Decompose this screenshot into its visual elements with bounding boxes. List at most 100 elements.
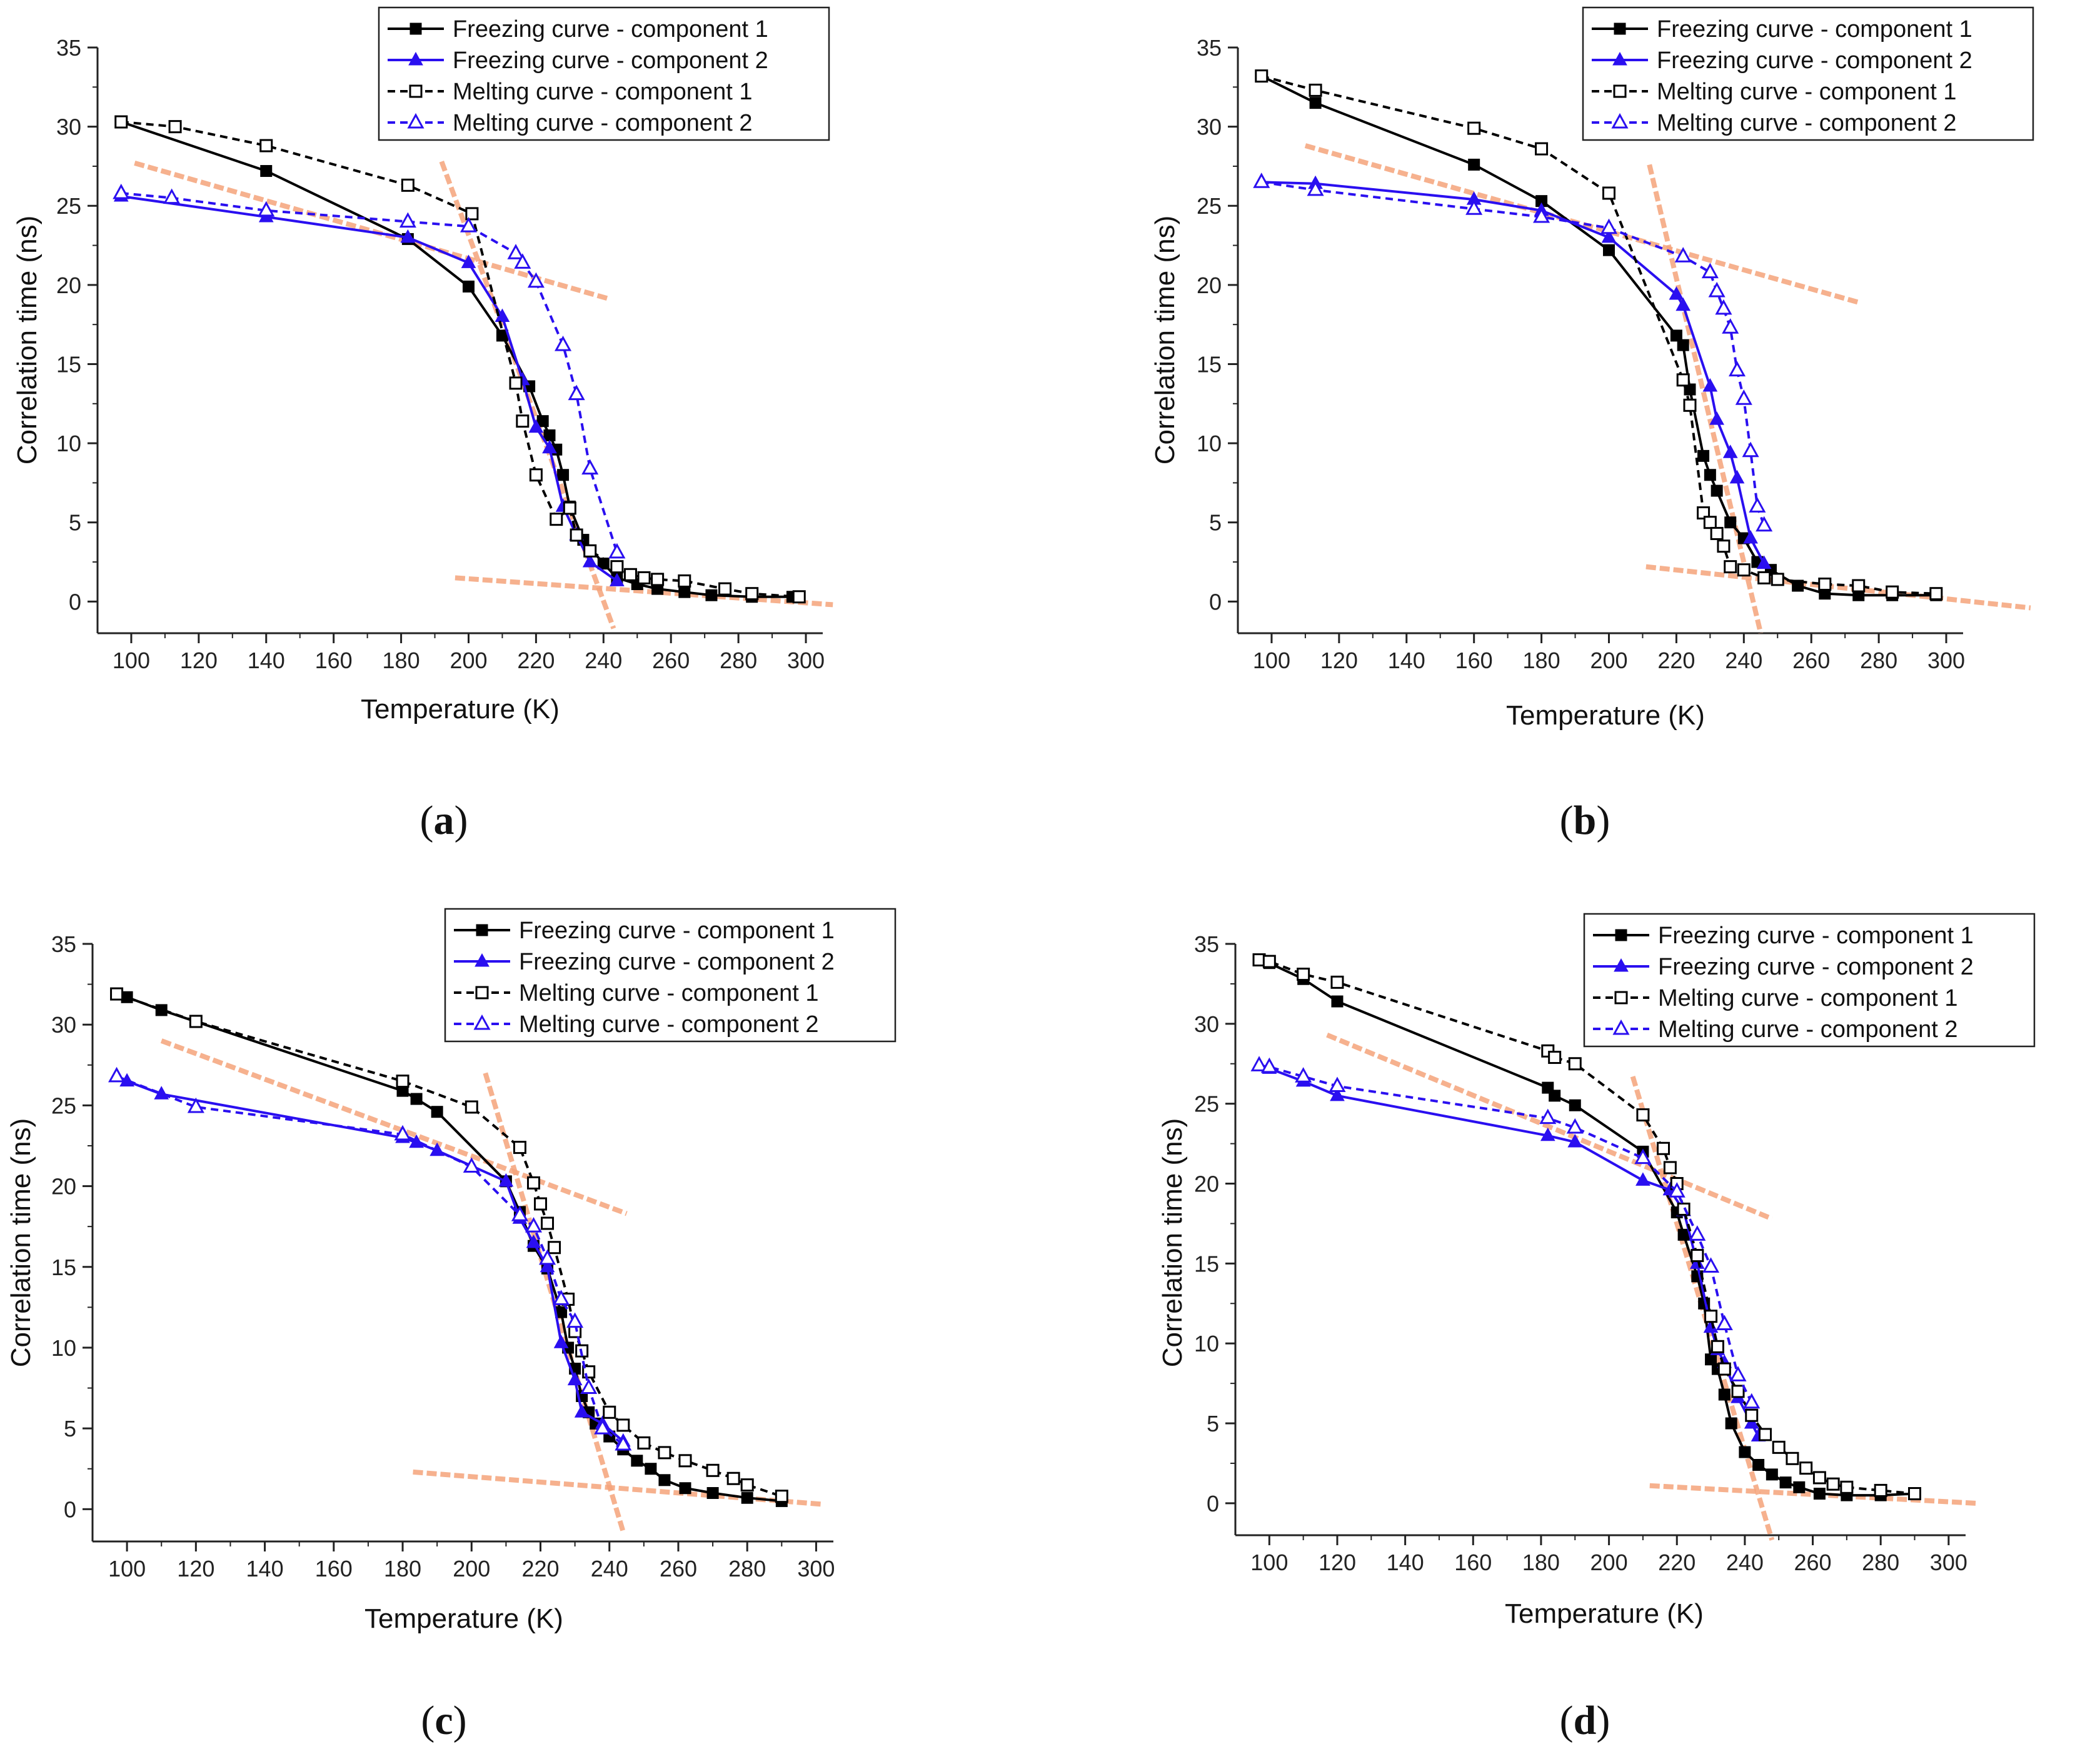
legend-entry: Freezing curve - component 1 (519, 918, 835, 944)
data-point (1799, 1461, 1813, 1475)
fit-lines-a (134, 160, 833, 629)
data-point (582, 554, 598, 568)
legend-marker (475, 953, 490, 967)
data-point (740, 1478, 754, 1492)
data-point (1735, 389, 1752, 405)
x-tick-label: 300 (787, 648, 825, 673)
data-point (465, 207, 479, 221)
data-point (608, 543, 626, 559)
y-tick-label: 30 (51, 1012, 76, 1038)
y-tick-label: 5 (1207, 1411, 1219, 1436)
data-point (583, 544, 597, 558)
panel-label-c: (c) (421, 1698, 466, 1743)
data-point (400, 229, 416, 243)
axes-c: 0 5 10 15 20 25 30 35 100 120 140 160 180 200 220 240 26… (51, 931, 835, 1581)
data-point (1669, 286, 1684, 300)
data-point (1749, 497, 1766, 513)
legend-a: Freezing curve - component 1 Freezing cur… (378, 6, 830, 141)
legend-entry: Melting curve - component 1 (1658, 985, 1957, 1011)
x-tick-label: 140 (246, 1556, 284, 1581)
y-tick-label: 35 (56, 35, 81, 61)
series-f2 (109, 1068, 631, 1447)
data-point (1715, 299, 1732, 315)
series-line (121, 195, 618, 583)
y-tick-label: 25 (51, 1093, 76, 1118)
x-tick-label: 100 (113, 648, 150, 673)
x-tick-label: 100 (1250, 1550, 1288, 1575)
data-point (1260, 1057, 1278, 1073)
data-point (189, 1015, 203, 1028)
data-point (462, 280, 475, 293)
series-line (121, 192, 618, 553)
x-tick-label: 280 (720, 648, 757, 673)
data-point (1262, 955, 1276, 968)
y-tick-label: 0 (1207, 1491, 1219, 1516)
series-m1 (1255, 69, 1943, 601)
data-point (460, 217, 478, 233)
x-tick-label: 220 (521, 1556, 559, 1581)
data-point (1779, 1476, 1792, 1489)
x-tick-label: 300 (1930, 1550, 1967, 1575)
data-point (509, 376, 523, 390)
legend-entry: Freezing curve - component 1 (453, 16, 768, 43)
data-point (1717, 539, 1731, 553)
x-tick-label: 200 (453, 1556, 490, 1581)
y-tick-label: 0 (1209, 589, 1222, 614)
data-point (1330, 975, 1344, 989)
legend-b: Freezing curve - component 1 Freezing cur… (1582, 6, 2034, 141)
series-c (108, 987, 788, 1507)
data-point (1840, 1480, 1854, 1494)
data-point (1634, 1148, 1652, 1165)
x-tick-label: 180 (384, 1556, 421, 1581)
panel-label-d: (d) (1560, 1698, 1610, 1743)
y-tick-label: 5 (64, 1416, 76, 1441)
data-point (1758, 1428, 1772, 1441)
series-line (116, 993, 782, 1498)
data-point (557, 469, 570, 481)
y-tick-label: 0 (64, 1496, 76, 1522)
data-point (260, 165, 273, 178)
panel-d: 0 5 10 15 20 25 30 35 100 120 140 160 180 200 220 240 26… (1157, 913, 2036, 1743)
x-tick-label: 100 (1253, 648, 1290, 673)
y-tick-label: 25 (1194, 1091, 1219, 1117)
series-a (113, 115, 806, 604)
data-point (511, 1205, 528, 1221)
fit-line (1326, 1033, 1773, 1221)
data-point (1813, 1488, 1826, 1500)
data-point (1772, 1440, 1786, 1454)
series-m2 (1253, 173, 1773, 532)
series-m1 (1252, 953, 1922, 1501)
data-point (1929, 587, 1943, 601)
data-point (1307, 180, 1324, 196)
data-point (1812, 1471, 1826, 1485)
data-point (574, 1404, 590, 1418)
data-point (1743, 530, 1758, 544)
series-line (1261, 74, 1936, 595)
data-point (1722, 318, 1739, 334)
data-point (1309, 83, 1322, 97)
data-point (1309, 97, 1322, 109)
data-point (548, 1241, 561, 1255)
panel-label-b: (b) (1560, 798, 1610, 843)
y-tick-label: 30 (1194, 1011, 1219, 1037)
series-line (121, 121, 800, 598)
data-point (516, 414, 530, 428)
x-tick-label: 180 (1522, 1550, 1560, 1575)
data-point (1540, 1127, 1555, 1141)
data-point (1752, 1459, 1765, 1471)
data-point (1689, 1225, 1706, 1241)
data-point (396, 1075, 409, 1088)
data-point (1636, 1108, 1650, 1122)
y-tick-label: 20 (1197, 273, 1222, 298)
y-tick-label: 15 (1197, 351, 1222, 377)
series-m2 (108, 1066, 632, 1451)
data-point (1465, 199, 1483, 215)
data-point (1468, 158, 1480, 171)
legend-entry: Melting curve - component 2 (1658, 1016, 1957, 1043)
data-point (658, 1446, 671, 1460)
data-point (645, 1463, 657, 1475)
panel-b: 0 5 10 15 20 25 30 35 100 120 140 160 180 200 220 240 26… (1150, 6, 2034, 843)
data-point (1704, 469, 1716, 481)
series-d (1250, 953, 1922, 1501)
